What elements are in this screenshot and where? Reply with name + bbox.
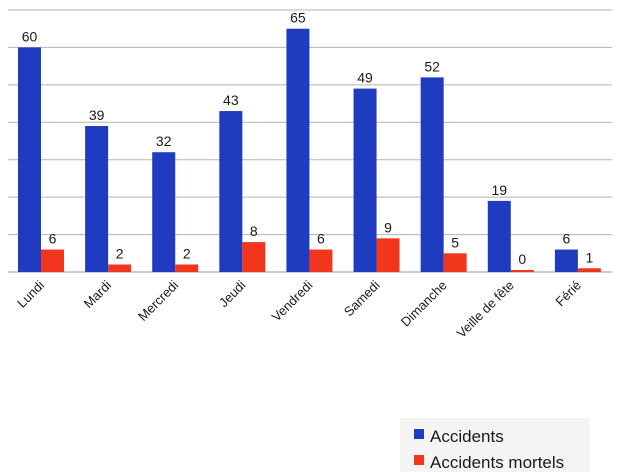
data-label: 32 [156, 133, 172, 149]
x-tick-label: Mardi [81, 277, 115, 311]
x-tick-label: Vendredi [269, 277, 316, 324]
bar-accidents [554, 249, 578, 272]
data-label: 8 [250, 223, 258, 239]
bar-accidents [420, 77, 444, 272]
data-label: 19 [491, 182, 507, 198]
data-label: 60 [22, 28, 38, 44]
data-label: 43 [223, 92, 239, 108]
data-label: 1 [585, 249, 593, 265]
data-label: 5 [451, 234, 459, 250]
bar-accidents [85, 126, 109, 273]
bar-accidents-mortels [577, 268, 601, 272]
data-label: 65 [290, 10, 306, 26]
data-label: 49 [357, 70, 373, 86]
data-label: 6 [562, 231, 570, 247]
data-label: 0 [518, 251, 526, 267]
bar-accidents-mortels [175, 264, 199, 272]
x-tick-labels: Lundi Mardi Mercredi Jeudi Vendredi Samedi Dim… [14, 277, 584, 340]
bars [18, 28, 601, 273]
data-label: 52 [424, 58, 440, 74]
bar-accidents-mortels [242, 242, 266, 272]
x-tick-label: Dimanche [398, 278, 450, 330]
data-label: 6 [49, 231, 57, 247]
x-tick-label: Samedi [341, 277, 383, 319]
legend-background [400, 418, 590, 472]
bar-accidents-mortels [309, 249, 333, 272]
data-label: 39 [89, 107, 105, 123]
bar-accidents-mortels [510, 270, 534, 272]
legend: Accidents Accidents mortels [400, 418, 590, 472]
bar-accidents [152, 152, 176, 272]
bar-accidents-mortels [41, 249, 64, 272]
x-tick-label: Mercredi [135, 277, 181, 323]
bar-accidents [219, 111, 243, 272]
gridlines [8, 9, 612, 273]
bar-accidents [487, 200, 511, 272]
bar-accidents-mortels [443, 253, 467, 272]
data-label: 2 [116, 246, 124, 262]
x-tick-label: Jeudi [216, 277, 249, 310]
x-tick-label: Veille de fête [454, 278, 517, 341]
legend-swatch-accidents [414, 429, 424, 439]
bar-accidents [286, 28, 310, 273]
data-label: 6 [317, 231, 325, 247]
bar-accidents [353, 88, 377, 272]
bar-accidents [18, 47, 41, 272]
legend-swatch-accidents-mortels [414, 455, 424, 465]
legend-label-accidents-mortels: Accidents mortels [430, 453, 564, 472]
bar-accidents-mortels [376, 238, 400, 272]
bar-accidents-mortels [108, 264, 132, 272]
x-tick-label: Férié [552, 278, 584, 310]
legend-label-accidents: Accidents [430, 427, 504, 446]
x-tick-label: Lundi [14, 277, 47, 310]
data-label: 2 [183, 246, 191, 262]
data-label: 9 [384, 219, 392, 235]
